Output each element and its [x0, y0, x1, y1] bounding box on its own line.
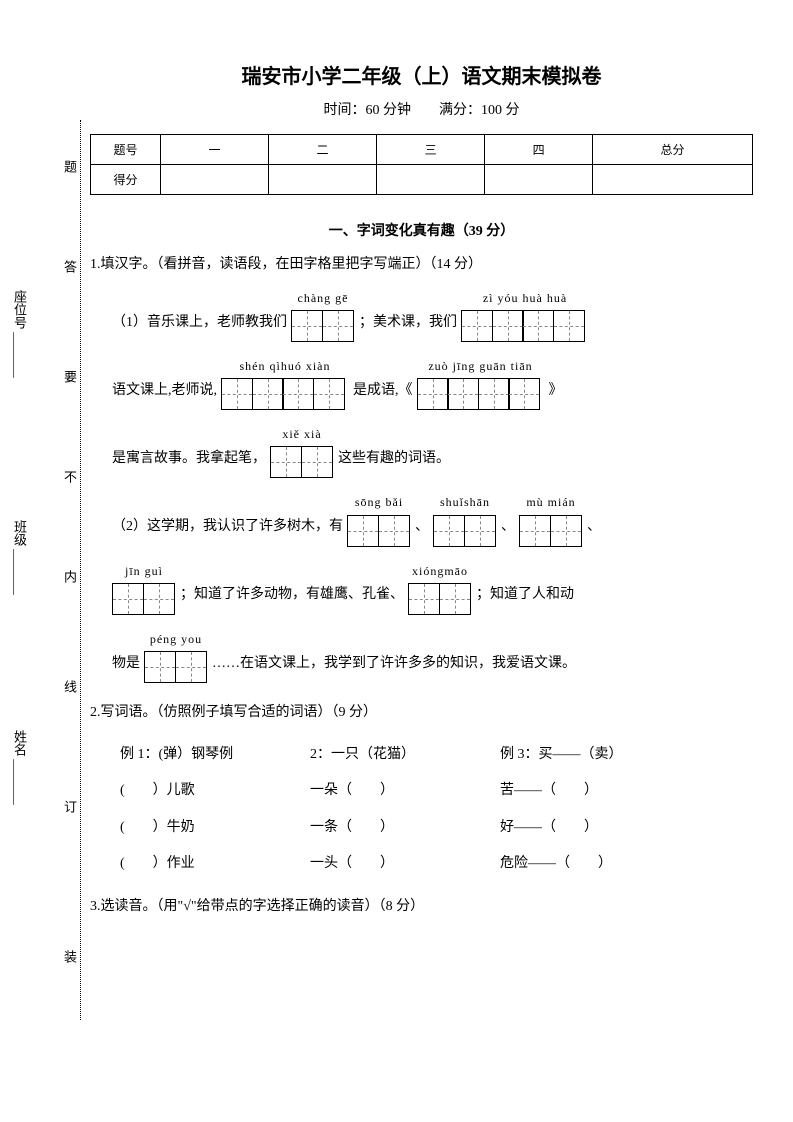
page-subtitle: 时间：60 分钟 满分：100 分 — [90, 99, 753, 119]
pinyin: chàng gē — [291, 289, 355, 308]
seg: 是寓言故事。我拿起笔， — [112, 448, 266, 478]
seg: 、 — [501, 516, 515, 546]
seg: ；知道了人和动 — [476, 584, 574, 614]
seg: ；美术课，我们 — [359, 312, 457, 342]
q2-r3c1[interactable]: ( ）作业 — [120, 846, 310, 882]
seg: 、 — [415, 516, 429, 546]
seg: 》 — [549, 380, 563, 410]
tianzi-group[interactable]: sōng bǎi — [347, 493, 411, 546]
tianzi-group[interactable]: jīn guì — [112, 562, 176, 615]
pinyin: zuò jīng guān tiān — [417, 357, 545, 376]
q3-stem: 3.选读音。（用"√"给带点的字选择正确的读音）（8 分） — [90, 892, 753, 923]
binding-xian: 线 — [60, 680, 79, 693]
pinyin: péng you — [144, 630, 208, 649]
pinyin: shuǐshān — [433, 493, 497, 512]
q1-line5: jīn guì ；知道了许多动物，有雄鹰、孔雀、 xióngmāo ；知道了人和… — [110, 562, 753, 615]
dotted-line — [80, 120, 81, 1020]
cell-2[interactable] — [269, 165, 377, 195]
seg: ；知道了许多动物，有雄鹰、孔雀、 — [180, 584, 404, 614]
q1-stem: 1.填汉字。（看拼音，读语段，在田字格里把字写端正）（14 分） — [90, 250, 753, 281]
q2-r2c1[interactable]: ( ）牛奶 — [120, 810, 310, 846]
cell-3[interactable] — [377, 165, 485, 195]
th-2: 二 — [269, 135, 377, 165]
q1-line2: 语文课上,老师说, shén qìhuó xiàn 是成语,《 zuò jīng… — [110, 357, 753, 410]
seg: 是成语,《 — [353, 380, 413, 410]
q1-line6: 物是 péng you ……在语文课上，我学到了许许多多的知识，我爱语文课。 — [110, 630, 753, 683]
side-class: 班级 _______ — [10, 520, 29, 595]
tianzi-group[interactable]: zuò jīng guān tiān — [417, 357, 545, 410]
q2-r1c3[interactable]: 苦——（ ） — [500, 773, 690, 809]
cell-5[interactable] — [593, 165, 753, 195]
tianzi-group[interactable]: zì yóu huà huà — [461, 289, 589, 342]
seg: 物是 — [112, 653, 140, 683]
q2-r3c2[interactable]: 一头（ ） — [310, 846, 500, 882]
binding-da: 答 — [60, 260, 79, 273]
pinyin: xiě xià — [270, 425, 334, 444]
side-name-label: 姓名 — [12, 730, 27, 756]
seg: 语文课上,老师说, — [112, 380, 217, 410]
tianzi-group[interactable]: mù mián — [519, 493, 583, 546]
tianzi-group[interactable]: shén qìhuó xiàn — [221, 357, 349, 410]
q2-r2c2[interactable]: 一条（ ） — [310, 810, 500, 846]
q1-line1: （1）音乐课上，老师教我们 chàng gē ；美术课，我们 zì yóu hu… — [110, 289, 753, 342]
side-class-label: 班级 — [12, 520, 27, 546]
seg: （2）这学期，我认识了许多树木，有 — [112, 516, 343, 546]
section1-title: 一、字词变化真有趣（39 分） — [90, 220, 753, 240]
seg: 这些有趣的词语。 — [338, 448, 450, 478]
binding-margin: 装 订 线 内 不 要 答 题 — [30, 120, 90, 1020]
side-seat-label: 座位号 — [12, 290, 27, 329]
pinyin: xióngmāo — [408, 562, 472, 581]
q2-ex1: 例 1：(弹）钢琴例 — [120, 737, 310, 773]
seg: 、 — [587, 516, 601, 546]
binding-bu: 不 — [60, 470, 79, 483]
q2-stem: 2.写词语。（仿照例子填写合适的词语）（9 分） — [90, 698, 753, 729]
q2-r2c3[interactable]: 好——（ ） — [500, 810, 690, 846]
tianzi-group[interactable]: xiě xià — [270, 425, 334, 478]
th-4: 四 — [485, 135, 593, 165]
page-title: 瑞安市小学二年级（上）语文期末模拟卷 — [90, 60, 753, 89]
pinyin: shén qìhuó xiàn — [221, 357, 349, 376]
q2-ex3: 例 3：买——（卖） — [500, 737, 690, 773]
tianzi-group[interactable]: shuǐshān — [433, 493, 497, 546]
tianzi-group[interactable]: péng you — [144, 630, 208, 683]
binding-yao: 要 — [60, 370, 79, 383]
time-label: 时间：60 分钟 — [324, 103, 412, 118]
th-0: 题号 — [91, 135, 161, 165]
th-3: 三 — [377, 135, 485, 165]
binding-zhuang: 装 — [60, 950, 79, 963]
q2-r1c1[interactable]: ( ）儿歌 — [120, 773, 310, 809]
pinyin: mù mián — [519, 493, 583, 512]
tianzi-group[interactable]: xióngmāo — [408, 562, 472, 615]
q2-r1c2[interactable]: 一朵（ ） — [310, 773, 500, 809]
pinyin: zì yóu huà huà — [461, 289, 589, 308]
score-table: 题号 一 二 三 四 总分 得分 — [90, 134, 753, 195]
score-label: 满分：100 分 — [439, 103, 520, 118]
side-name: 姓名 _______ — [10, 730, 29, 805]
side-seat: 座位号 _______ — [10, 290, 29, 378]
binding-ding: 订 — [60, 800, 79, 813]
seg: ……在语文课上，我学到了许许多多的知识，我爱语文课。 — [212, 653, 576, 683]
q2-ex2: 2：一只（花猫） — [310, 737, 500, 773]
cell-1[interactable] — [161, 165, 269, 195]
cell-4[interactable] — [485, 165, 593, 195]
pinyin: jīn guì — [112, 562, 176, 581]
th-1: 一 — [161, 135, 269, 165]
tianzi-group[interactable]: chàng gē — [291, 289, 355, 342]
q2-r3c3[interactable]: 危险——（ ） — [500, 846, 690, 882]
binding-ti: 题 — [60, 160, 79, 173]
pinyin: sōng bǎi — [347, 493, 411, 512]
row-label: 得分 — [91, 165, 161, 195]
q1-line4: （2）这学期，我认识了许多树木，有 sōng bǎi 、 shuǐshān 、 … — [110, 493, 753, 546]
binding-nei: 内 — [60, 570, 79, 583]
q1-line3: 是寓言故事。我拿起笔， xiě xià 这些有趣的词语。 — [110, 425, 753, 478]
seg: （1）音乐课上，老师教我们 — [112, 312, 287, 342]
q2-grid: 例 1：(弹）钢琴例 2：一只（花猫） 例 3：买——（卖） ( ）儿歌 一朵（… — [120, 737, 753, 883]
th-5: 总分 — [593, 135, 753, 165]
